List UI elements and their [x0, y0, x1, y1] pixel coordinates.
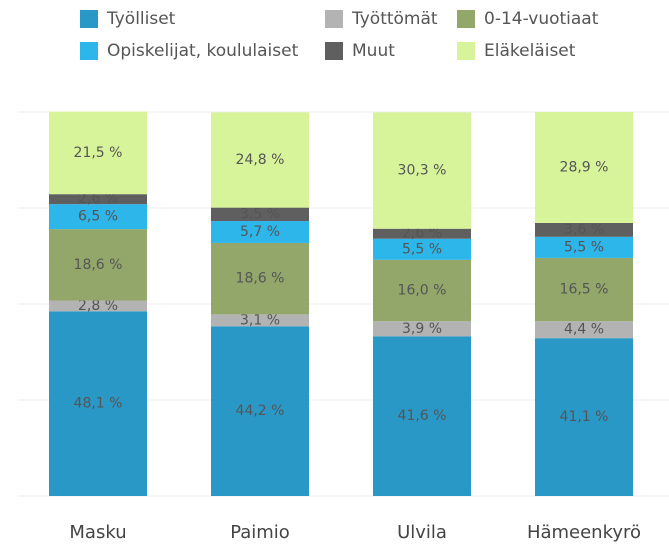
bar-segment [535, 112, 633, 223]
x-tick-label: Masku [69, 522, 126, 543]
legend-label: Muut [352, 41, 395, 61]
value-label: 3,1 % [240, 312, 280, 328]
value-label: 41,1 % [560, 409, 609, 425]
legend-swatch [80, 10, 98, 28]
bar-segment [535, 338, 633, 496]
value-label: 3,9 % [402, 321, 442, 337]
legend-swatch [325, 10, 343, 28]
value-label: 6,5 % [78, 209, 118, 225]
bar-segment [211, 207, 309, 222]
legend-swatch [325, 42, 343, 60]
x-tick-label: Ulvila [397, 522, 447, 543]
bar-segment [211, 221, 309, 243]
value-label: 44,2 % [236, 403, 285, 419]
bar-segment [49, 204, 147, 230]
bar-segment [373, 112, 471, 229]
legend-label: 0-14-vuotiaat [484, 9, 599, 29]
bar-segment [49, 194, 147, 205]
value-label: 24,8 % [236, 152, 285, 168]
value-label: 30,3 % [398, 163, 447, 179]
bar-segment [535, 236, 633, 258]
bar-segment [373, 336, 471, 496]
legend-label: Työttömät [351, 9, 438, 29]
bar-segment [373, 238, 471, 260]
value-label: 2,8 % [78, 298, 118, 314]
value-label: 2,6 % [402, 226, 442, 242]
bar-segment [211, 242, 309, 315]
bar-segment [535, 321, 633, 339]
legend-swatch [457, 42, 475, 60]
bar-segment [49, 311, 147, 496]
bar-segment [211, 326, 309, 496]
bar-segment [373, 228, 471, 239]
bar-segment [535, 257, 633, 322]
bar-segment [49, 111, 147, 195]
legend-label: Työlliset [106, 9, 176, 29]
x-tick-label: Hämeenkyrö [527, 522, 641, 543]
legend-swatch [80, 42, 98, 60]
value-label: 4,4 % [564, 322, 604, 338]
x-tick-label: Paimio [230, 522, 290, 543]
value-label: 16,0 % [398, 283, 447, 299]
value-label: 21,5 % [74, 145, 123, 161]
bar-segment [535, 222, 633, 237]
bar-segment [211, 112, 309, 208]
bar-segment [49, 229, 147, 301]
legend-label: Opiskelijat, koululaiset [107, 41, 299, 61]
value-label: 16,5 % [560, 282, 609, 298]
bar-segment [49, 300, 147, 312]
value-label: 48,1 % [74, 396, 123, 412]
bar-segment [373, 259, 471, 322]
value-label: 18,6 % [236, 271, 285, 287]
value-label: 18,6 % [74, 257, 123, 273]
legend-label: Eläkeläiset [484, 41, 576, 61]
value-label: 2,6 % [78, 191, 118, 207]
value-label: 5,7 % [240, 224, 280, 240]
value-label: 28,9 % [560, 159, 609, 175]
value-label: 3,5 % [240, 206, 280, 222]
bar-segment [373, 321, 471, 337]
value-label: 5,5 % [402, 241, 442, 257]
value-label: 5,5 % [564, 239, 604, 255]
value-label: 41,6 % [398, 408, 447, 424]
bar-segment [211, 314, 309, 327]
legend-swatch [457, 10, 475, 28]
value-label: 3,6 % [564, 222, 604, 238]
